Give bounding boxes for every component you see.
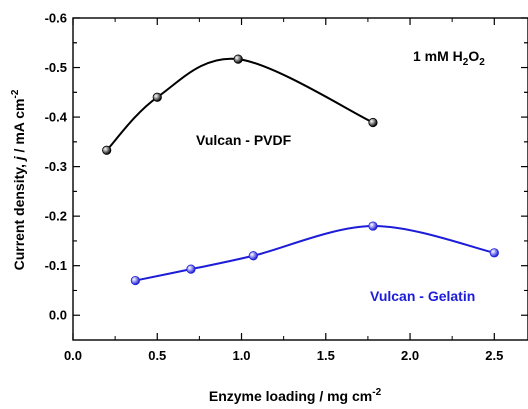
data-point — [186, 264, 196, 274]
data-point — [233, 54, 243, 64]
y-tick-label: -0.3 — [45, 159, 67, 174]
data-point — [152, 92, 162, 102]
y-tick-label: 0.0 — [49, 308, 67, 323]
data-point — [368, 221, 378, 231]
x-tick-label: 1.5 — [317, 348, 335, 363]
series-line-1 — [135, 225, 495, 282]
x-axis-title: Enzyme loading / mg cm-2 — [209, 387, 382, 404]
x-tick-label: 2.0 — [401, 348, 419, 363]
y-tick-label: -0.1 — [45, 258, 67, 273]
data-point — [368, 117, 378, 128]
concentration-annotation: 1 mM H2O2 — [413, 48, 485, 68]
x-tick-label: 0.5 — [148, 348, 166, 363]
data-point — [248, 251, 258, 261]
y-tick-label: -0.5 — [45, 60, 67, 75]
data-point — [489, 248, 499, 258]
series-layer — [102, 54, 499, 286]
plot-frame — [72, 17, 528, 341]
x-tick-label: 1.0 — [232, 348, 250, 363]
series-line-0 — [105, 57, 374, 151]
x-tick-label: 2.5 — [485, 348, 503, 363]
y-tick-label: -0.6 — [45, 11, 67, 26]
series-label-vulcan-gelatin: Vulcan - Gelatin — [370, 288, 475, 304]
data-point — [130, 275, 140, 286]
data-point — [102, 145, 112, 155]
y-tick-label: -0.4 — [45, 110, 68, 125]
series-label-vulcan-pvdf: Vulcan - PVDF — [196, 132, 292, 148]
x-tick-label: 0.0 — [64, 348, 82, 363]
y-axis-ticks: 0.0 -0.1 -0.2 -0.3 -0.4 -0.5 -0.6 — [45, 11, 528, 341]
y-tick-label: -0.2 — [45, 209, 67, 224]
y-axis-title: Current density, j / mA cm-2 — [10, 89, 27, 270]
x-axis-ticks: 0.0 0.5 1.0 1.5 2.0 2.5 — [64, 18, 503, 363]
